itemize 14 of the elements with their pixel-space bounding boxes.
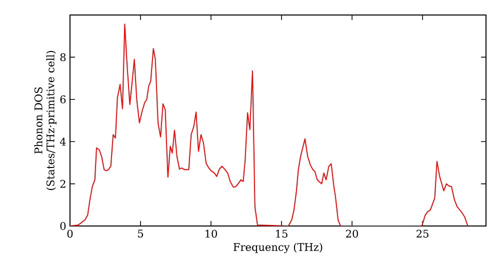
x-tick-label: 0 — [67, 230, 73, 238]
y-tick-label: 4 — [60, 138, 66, 146]
y-axis-title: Phonon DOS (States/THz·primitive cell) — [34, 50, 56, 190]
x-tick-label: 20 — [346, 230, 358, 238]
x-axis-title: Frequency (THz) — [234, 242, 322, 254]
x-tick-label: 5 — [138, 230, 144, 238]
y-tick-label: 0 — [60, 222, 66, 230]
y-tick-label: 6 — [60, 95, 66, 104]
y-tick-label: 2 — [60, 180, 66, 188]
y-tick-label: 8 — [60, 53, 66, 62]
x-tick-label: 25 — [416, 230, 428, 238]
x-tick-label: 10 — [206, 230, 217, 238]
line-series — [70, 24, 468, 226]
x-tick-label: 15 — [276, 230, 288, 238]
